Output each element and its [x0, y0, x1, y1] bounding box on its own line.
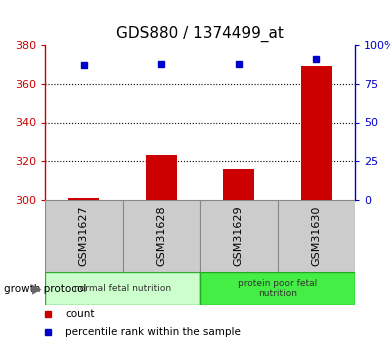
Text: GSM31628: GSM31628 — [156, 206, 166, 266]
Text: GSM31630: GSM31630 — [311, 206, 321, 266]
Bar — [278, 200, 355, 272]
Bar — [122, 200, 200, 272]
Bar — [200, 200, 278, 272]
Text: growth protocol: growth protocol — [4, 284, 86, 294]
Bar — [45, 200, 122, 272]
Text: protein poor fetal
nutrition: protein poor fetal nutrition — [238, 279, 317, 298]
Bar — [223, 169, 254, 200]
Text: GSM31629: GSM31629 — [234, 206, 244, 266]
Text: percentile rank within the sample: percentile rank within the sample — [65, 327, 241, 337]
Text: GSM31627: GSM31627 — [79, 206, 89, 266]
Bar — [200, 272, 355, 305]
Text: normal fetal nutrition: normal fetal nutrition — [74, 284, 171, 293]
Bar — [45, 272, 200, 305]
Bar — [301, 66, 332, 200]
Text: count: count — [65, 309, 95, 319]
Bar — [146, 156, 177, 200]
Title: GDS880 / 1374499_at: GDS880 / 1374499_at — [116, 26, 284, 42]
Text: ▶: ▶ — [32, 282, 42, 295]
Bar — [68, 198, 99, 200]
